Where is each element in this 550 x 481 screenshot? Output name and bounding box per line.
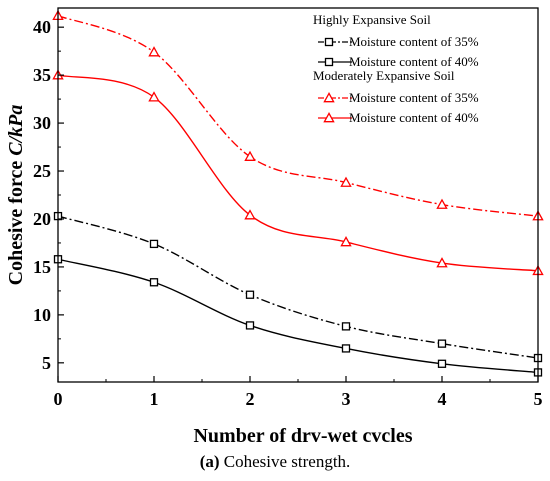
data-point-3-1: [148, 91, 160, 102]
series-line-0: [57, 215, 539, 359]
y-tick-label: 15: [33, 257, 51, 277]
x-tick-label: 4: [438, 389, 447, 409]
y-tick-label: 5: [42, 353, 51, 373]
data-point-1-4: [437, 359, 447, 368]
x-tick-label: 2: [246, 389, 255, 409]
figure-caption: (a) Cohesive strength.: [0, 452, 550, 472]
x-tick-label: 3: [342, 389, 351, 409]
y-axis-title-text: Cohesive force: [5, 156, 27, 286]
data-point-0-3: [341, 322, 351, 331]
data-point-3-4: [436, 257, 448, 268]
data-point-3-2: [244, 209, 256, 220]
y-tick-label: 40: [33, 17, 51, 37]
y-tick-label: 25: [33, 161, 51, 181]
legend: Highly Expansive Soil Moisture content of…: [313, 12, 479, 125]
x-tick-label: 0: [54, 389, 63, 409]
legend-marker: [324, 57, 334, 67]
caption-text: Cohesive strength.: [219, 452, 351, 471]
y-tick-label: 35: [33, 65, 51, 85]
legend-entry-label: Moisture content of 35%: [349, 34, 479, 49]
legend-group-title: Moderately Expansive Soil: [313, 68, 455, 83]
y-tick-label: 30: [33, 113, 51, 133]
data-point-0-1: [149, 239, 159, 249]
data-point-0-2: [245, 290, 255, 299]
data-point-1-1: [149, 278, 159, 287]
data-point-1-2: [245, 321, 255, 330]
data-point-3-3: [340, 236, 352, 247]
legend-marker: [323, 92, 335, 103]
chart: 0 1 2 3 4 5 5 10 15 20 25 30 35 40 Number of drv-wet c…: [5, 7, 544, 447]
y-axis-title: Cohesive force C/kPa: [5, 105, 27, 286]
series-2: [52, 9, 544, 221]
x-tick-label: 1: [150, 389, 159, 409]
y-tick-label: 20: [33, 209, 51, 229]
legend-group-title: Highly Expansive Soil: [313, 12, 431, 27]
caption-label: (a): [199, 452, 220, 471]
series-1: [53, 255, 543, 377]
y-tick-label: 10: [33, 305, 51, 325]
data-point-2-1: [148, 46, 160, 57]
x-axis-title: Number of drv-wet cvcles: [193, 425, 412, 447]
data-point-0-4: [437, 339, 447, 348]
legend-entry-label: Moisture content of 40%: [349, 110, 479, 125]
data-point-1-3: [341, 344, 351, 353]
data-point-2-4: [436, 198, 448, 209]
legend-entry-label: Moisture content of 35%: [349, 90, 479, 105]
series-line-1: [57, 258, 539, 374]
legend-marker: [324, 37, 334, 47]
y-axis-unit: C/kPa: [5, 105, 27, 156]
data-point-2-2: [244, 150, 256, 161]
legend-marker: [323, 112, 335, 123]
data-point-2-3: [340, 176, 352, 187]
legend-entry-label: Moisture content of 40%: [349, 54, 479, 69]
x-tick-label: 5: [534, 389, 543, 409]
